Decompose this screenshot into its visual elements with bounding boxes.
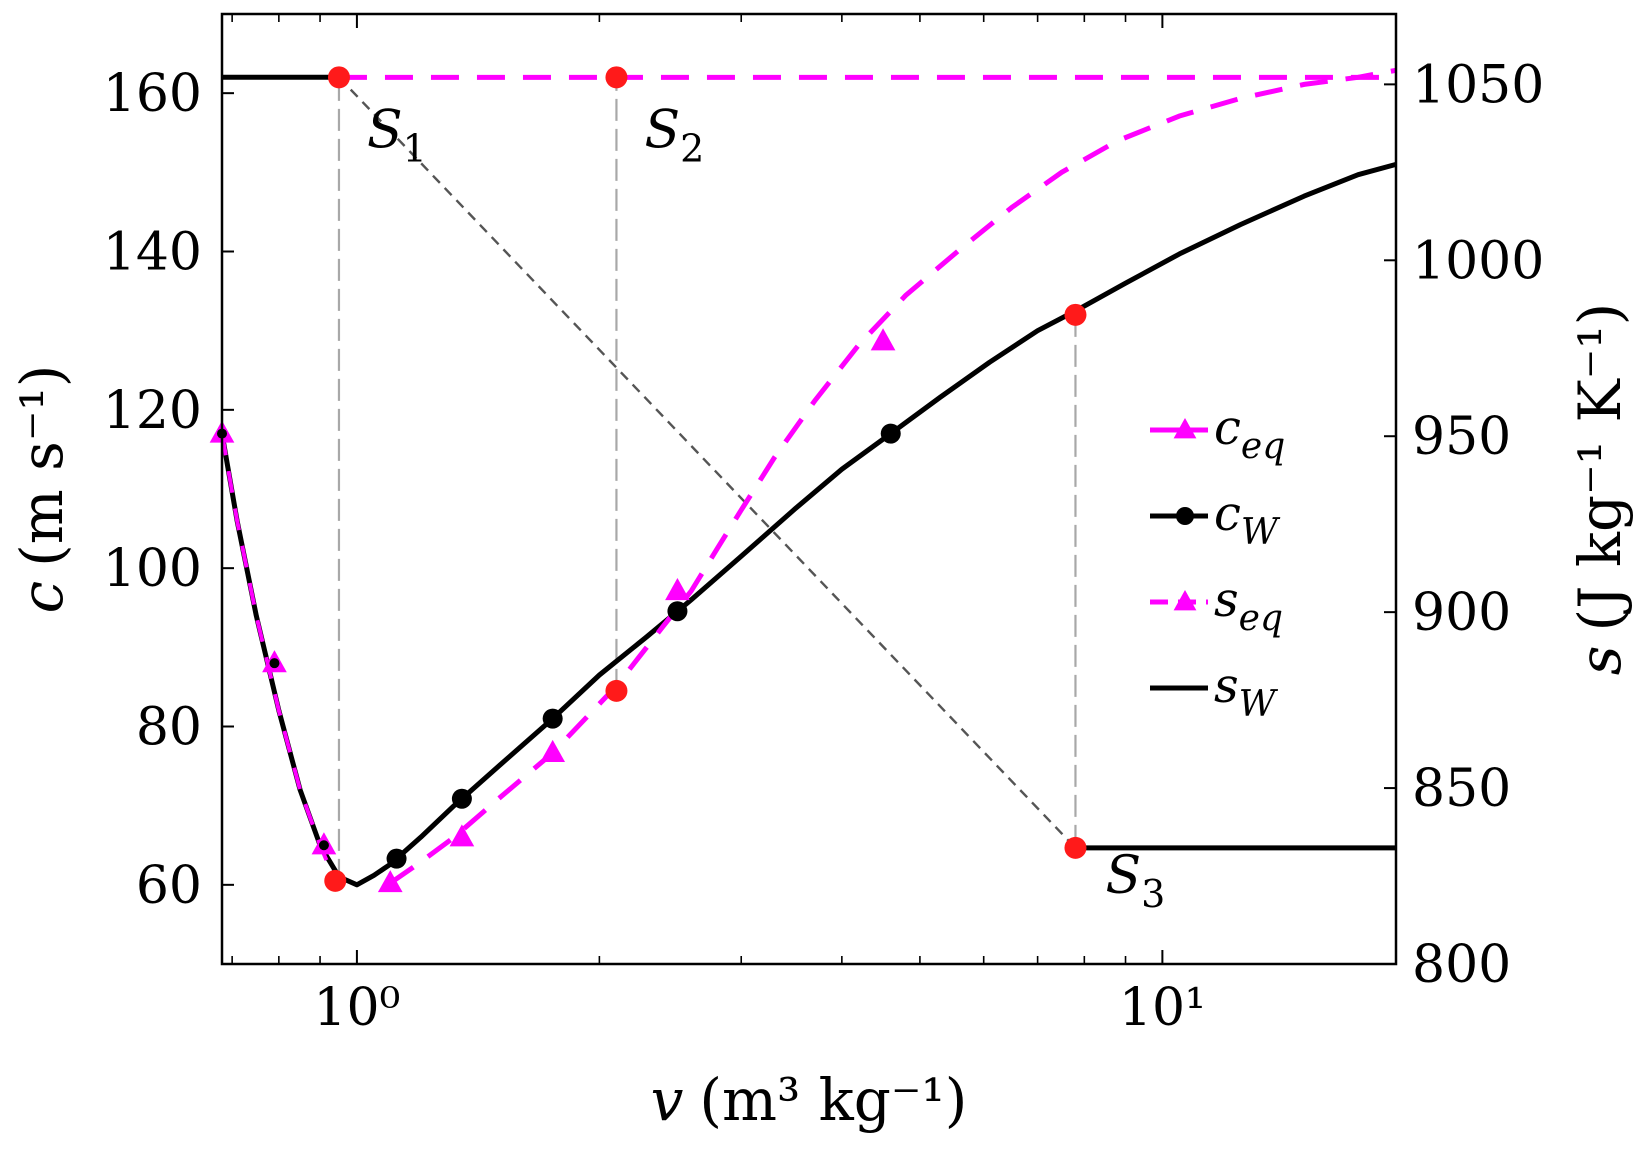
series-s-eq-line [388, 67, 1397, 886]
y-left-axis-label: c(m s⁻¹) [8, 365, 76, 614]
y-right-tick-label: 850 [1412, 759, 1511, 819]
legend-label: cW [1214, 486, 1281, 553]
c-w-marker [542, 708, 563, 729]
legend-item-s-w: sW [1150, 658, 1279, 725]
x-axis-label: v (m³ kg⁻¹) [651, 1066, 968, 1134]
y-left-tick-label: 100 [103, 539, 202, 599]
red-point [605, 679, 628, 702]
red-point [1064, 303, 1087, 326]
c-w-marker [386, 848, 407, 869]
rayleigh-line [338, 76, 1077, 849]
y-right-tick-label: 1050 [1412, 55, 1544, 115]
s-eq-marker [377, 870, 403, 893]
legend-circle-marker [1176, 507, 1194, 525]
s-eq-marker [449, 824, 475, 847]
state-point-s3 [1064, 836, 1087, 859]
legend-label: sW [1214, 658, 1279, 725]
y-left-tick-label: 160 [103, 64, 202, 124]
c-w-marker [318, 840, 329, 851]
y-left-tick-label: 140 [103, 223, 202, 283]
state-label-s1: S1 [367, 100, 427, 170]
c-w-marker [451, 788, 472, 809]
y-right-tick-label: 800 [1412, 935, 1511, 995]
red-point [324, 869, 347, 892]
state-label-s2: S2 [644, 100, 704, 170]
c-w-marker [667, 601, 688, 622]
legend-item-c-w: cW [1150, 486, 1281, 553]
c-w-marker [269, 658, 280, 669]
y-right-tick-label: 950 [1412, 407, 1511, 467]
y-right-axis-label: s(J kg⁻¹ K⁻¹) [1566, 303, 1634, 675]
state-point-s2 [605, 66, 628, 89]
s-eq-marker [665, 578, 690, 601]
legend-triangle-marker [1173, 418, 1197, 439]
state-point-s1 [327, 66, 350, 89]
x-tick-label: 10¹ [1119, 978, 1206, 1038]
c-w-marker [880, 423, 901, 444]
s-eq-marker [870, 328, 896, 351]
y-right-tick-label: 1000 [1412, 231, 1544, 291]
legend-item-s-eq: seq [1150, 572, 1283, 639]
x-tick-label: 10⁰ [313, 978, 400, 1038]
y-right-tick-label: 900 [1412, 583, 1511, 643]
plot-frame [220, 12, 1398, 966]
state-label-s3: S3 [1105, 846, 1165, 916]
y-left-tick-label: 120 [103, 381, 202, 441]
y-left-tick-label: 80 [136, 698, 202, 758]
legend-label: seq [1214, 572, 1283, 639]
s-eq-marker [540, 739, 566, 762]
y-left-tick-label: 60 [136, 856, 202, 916]
legend-item-c-eq: ceq [1150, 400, 1285, 467]
legend-triangle-marker [1173, 590, 1197, 611]
legend-label: ceq [1214, 400, 1285, 467]
